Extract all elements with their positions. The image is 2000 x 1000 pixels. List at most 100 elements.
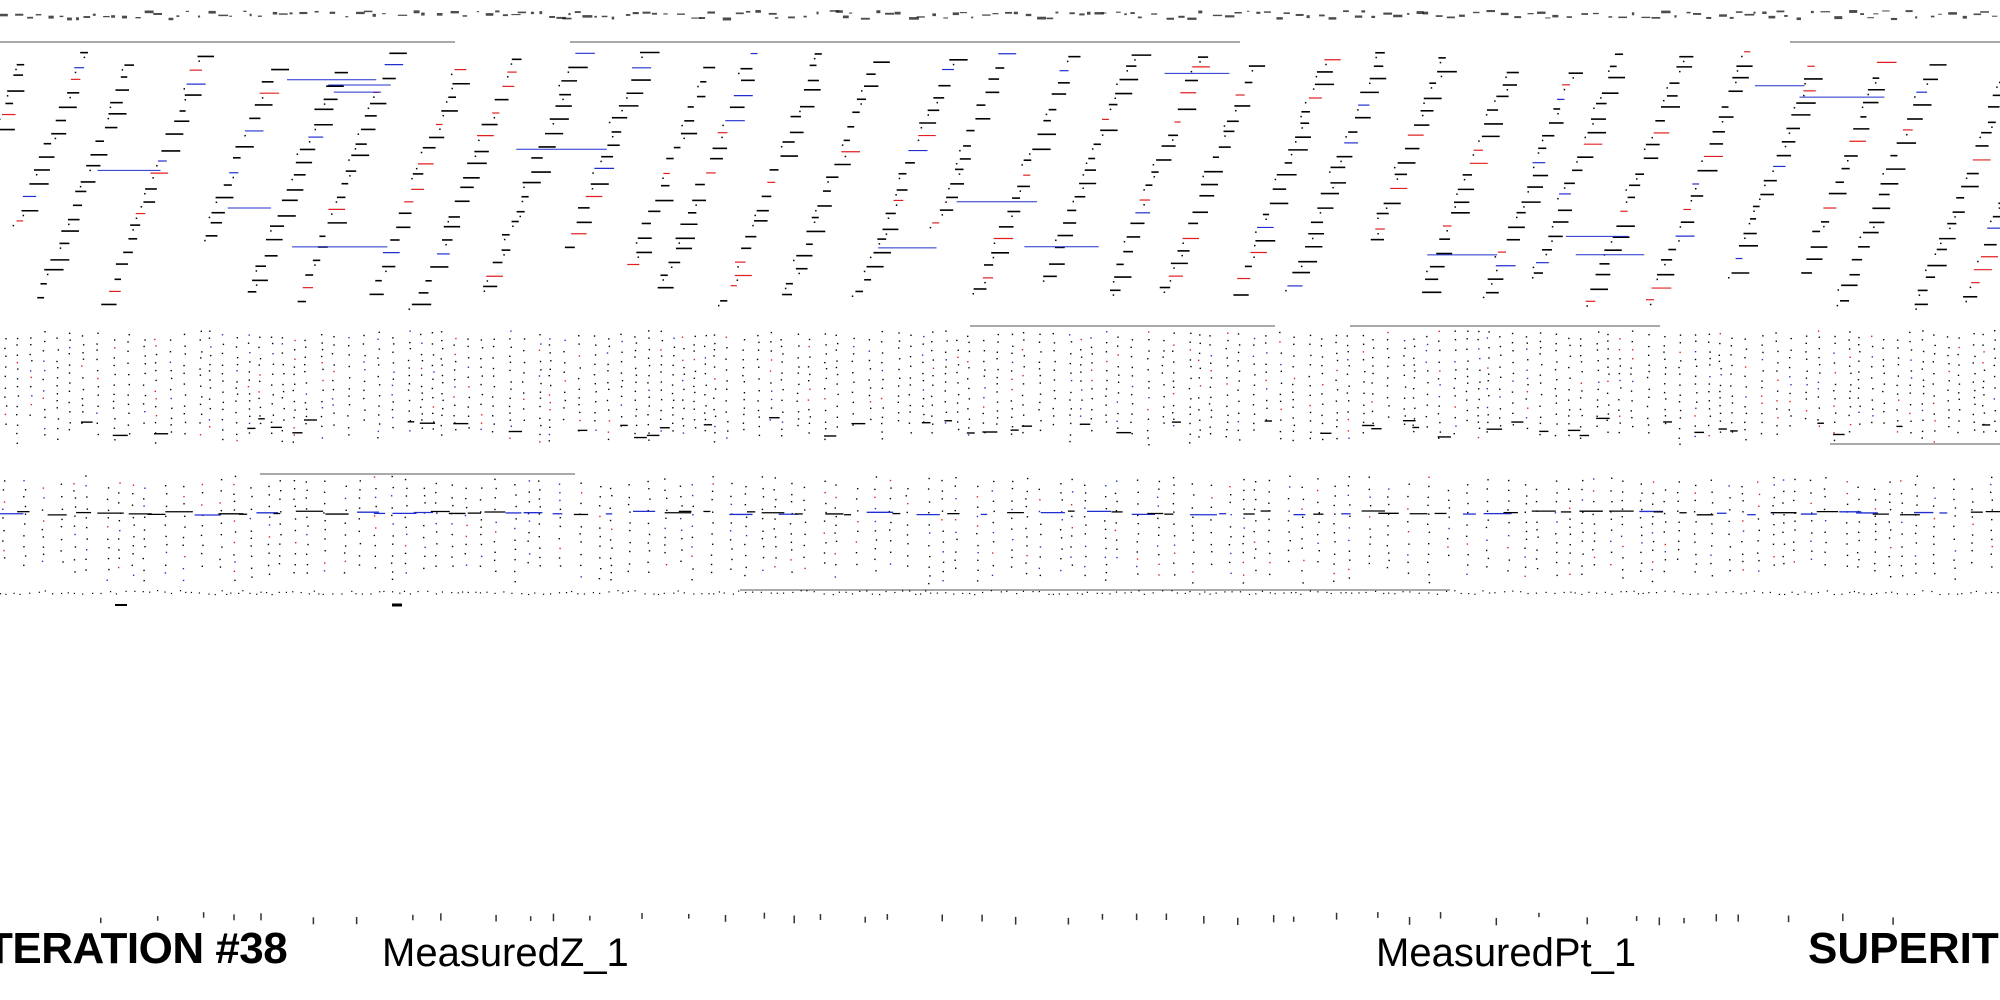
node-dot bbox=[1407, 521, 1409, 523]
node-dot bbox=[109, 106, 112, 109]
node-dot bbox=[374, 567, 377, 569]
node-dot bbox=[128, 333, 130, 336]
node-dot bbox=[85, 517, 88, 519]
top-label-strip bbox=[0, 10, 2000, 591]
label-glyph bbox=[1674, 15, 1677, 18]
node-dot bbox=[1971, 516, 1974, 518]
node-dot bbox=[539, 506, 541, 508]
node-dot bbox=[1287, 497, 1290, 500]
node-dot bbox=[85, 475, 87, 477]
node-dot bbox=[1321, 364, 1323, 367]
node-dot bbox=[1377, 217, 1379, 220]
node-dot bbox=[1872, 388, 1874, 390]
node-dot bbox=[664, 489, 666, 492]
node-dot bbox=[411, 177, 413, 180]
node-dot bbox=[377, 375, 379, 378]
node-dot bbox=[1039, 401, 1041, 404]
node-dot bbox=[922, 361, 924, 364]
node-dot bbox=[363, 419, 365, 421]
node-dot bbox=[1555, 561, 1558, 564]
node-dot bbox=[1874, 530, 1877, 533]
node-dot bbox=[378, 331, 380, 334]
node-dot bbox=[1199, 385, 1202, 387]
node-dot bbox=[1782, 502, 1784, 504]
label-glyph bbox=[699, 17, 706, 19]
node-dot bbox=[1334, 495, 1336, 497]
node-dot bbox=[781, 428, 783, 431]
node-dot bbox=[824, 361, 826, 364]
node-dot bbox=[323, 570, 326, 572]
node-dot bbox=[1648, 388, 1650, 391]
node-dot bbox=[406, 505, 408, 507]
node-dot bbox=[1741, 540, 1743, 543]
node-dot bbox=[250, 567, 253, 569]
label-glyph bbox=[1514, 16, 1522, 19]
node-dot bbox=[1085, 555, 1087, 558]
node-dot bbox=[1718, 360, 1721, 363]
node-dot bbox=[1346, 392, 1349, 394]
node-dot bbox=[1744, 356, 1746, 359]
node-dot bbox=[738, 72, 740, 75]
node-dot bbox=[348, 434, 350, 436]
node-dot bbox=[1039, 374, 1041, 377]
node-dot bbox=[420, 406, 422, 408]
node-dot bbox=[1447, 546, 1449, 548]
node-dot bbox=[1555, 413, 1558, 415]
node-dot bbox=[1696, 401, 1698, 403]
node-dot bbox=[1900, 565, 1903, 567]
node-dot bbox=[1971, 509, 1973, 511]
node-dot bbox=[761, 537, 764, 540]
node-dot bbox=[1227, 414, 1229, 417]
node-dot bbox=[494, 551, 496, 553]
node-dot bbox=[1875, 538, 1877, 541]
node-dot bbox=[1091, 397, 1093, 400]
node-dot bbox=[647, 522, 650, 525]
node-dot bbox=[348, 403, 351, 406]
node-dot bbox=[1309, 364, 1312, 366]
node-dot bbox=[929, 575, 931, 577]
node-dot bbox=[1728, 276, 1730, 279]
node-dot bbox=[976, 506, 979, 508]
node-dot bbox=[441, 339, 443, 342]
node-dot bbox=[467, 591, 469, 594]
node-dot bbox=[758, 390, 760, 392]
node-dot bbox=[591, 188, 594, 190]
node-dot bbox=[1744, 366, 1747, 368]
node-dot bbox=[441, 364, 443, 366]
node-dot bbox=[1664, 408, 1666, 411]
node-dot bbox=[1870, 377, 1873, 379]
node-dot bbox=[907, 555, 909, 557]
node-dot bbox=[897, 412, 900, 414]
node-dot bbox=[1022, 414, 1025, 416]
node-dot bbox=[797, 357, 799, 359]
node-dot bbox=[1486, 566, 1488, 568]
label-glyph bbox=[202, 912, 205, 918]
label-glyph bbox=[1581, 13, 1588, 15]
node-dot bbox=[1477, 436, 1480, 439]
node-dot bbox=[528, 520, 531, 522]
node-dot bbox=[1147, 418, 1150, 420]
node-dot bbox=[808, 422, 811, 425]
node-dot bbox=[1648, 370, 1650, 373]
node-dot bbox=[647, 509, 649, 512]
node-dot bbox=[1210, 362, 1212, 364]
node-dot bbox=[1188, 442, 1191, 444]
label-glyph bbox=[397, 14, 408, 16]
node-dot bbox=[1190, 398, 1192, 400]
node-dot bbox=[1153, 176, 1156, 178]
node-dot bbox=[981, 591, 984, 594]
node-dot bbox=[494, 478, 496, 481]
node-dot bbox=[851, 295, 854, 297]
node-dot bbox=[682, 418, 684, 420]
node-dot bbox=[118, 502, 120, 504]
node-dot bbox=[559, 491, 561, 494]
node-dot bbox=[758, 366, 760, 368]
node-dot bbox=[1478, 388, 1480, 390]
node-dot bbox=[723, 592, 725, 594]
node-dot bbox=[1555, 533, 1557, 535]
node-dot bbox=[599, 545, 601, 547]
node-dot bbox=[169, 339, 172, 341]
node-dot bbox=[1423, 102, 1425, 104]
node-dot bbox=[24, 505, 27, 508]
